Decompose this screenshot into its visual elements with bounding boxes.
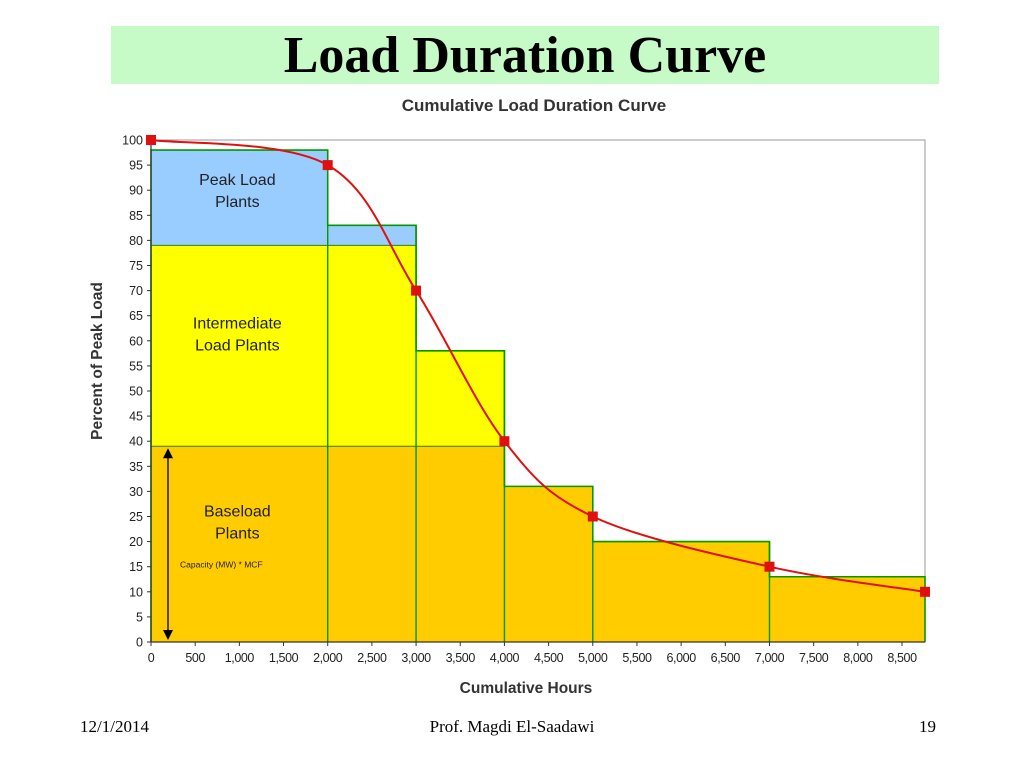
x-tick-label: 4,000 bbox=[490, 651, 520, 665]
footer-author: Prof. Magdi El-Saadawi bbox=[429, 717, 595, 736]
curve-point-3 bbox=[499, 436, 510, 447]
intermediate-load-label-line-0: Intermediate bbox=[193, 315, 282, 332]
peak-load-label-line-1: Plants bbox=[215, 194, 259, 211]
curve-point-6 bbox=[920, 586, 930, 597]
capacity-formula: Capacity (MW) * MCF bbox=[180, 560, 263, 570]
x-tick-label: 0 bbox=[148, 651, 155, 665]
y-tick-label: 40 bbox=[129, 435, 143, 449]
x-tick-label: 6,500 bbox=[711, 651, 741, 665]
y-tick-label: 0 bbox=[136, 636, 143, 650]
title-bar: Load Duration Curve bbox=[111, 26, 939, 84]
y-tick-label: 90 bbox=[129, 184, 143, 198]
curve-point-0 bbox=[146, 135, 156, 145]
x-tick-label: 1,000 bbox=[225, 651, 255, 665]
y-tick-label: 5 bbox=[136, 610, 143, 624]
y-tick-label: 80 bbox=[129, 234, 143, 248]
y-tick-label: 95 bbox=[129, 159, 143, 173]
x-tick-label: 3,500 bbox=[446, 651, 476, 665]
y-tick-label: 10 bbox=[129, 585, 143, 599]
band-baseload-3 bbox=[504, 486, 593, 642]
x-tick-label: 7,000 bbox=[755, 651, 785, 665]
peak-load-label-line-0: Peak Load bbox=[199, 172, 276, 189]
baseload-arrow-head-down bbox=[163, 630, 173, 640]
y-tick-label: 15 bbox=[129, 560, 143, 574]
y-axis-label: Percent of Peak Load bbox=[89, 282, 106, 440]
x-tick-label: 8,000 bbox=[843, 651, 873, 665]
x-axis-label: Cumulative Hours bbox=[460, 680, 593, 697]
band-intermediate-1 bbox=[327, 245, 417, 447]
y-tick-label: 55 bbox=[129, 359, 143, 373]
curve-point-4 bbox=[587, 511, 598, 522]
band-baseload-2 bbox=[416, 446, 505, 642]
band-baseload-1 bbox=[327, 446, 417, 642]
x-tick-label: 8,500 bbox=[887, 651, 917, 665]
band-peak-0 bbox=[151, 150, 328, 246]
y-tick-label: 25 bbox=[129, 510, 143, 524]
band-baseload-0 bbox=[151, 446, 328, 642]
curve-point-1 bbox=[322, 160, 333, 171]
baseload-label-line-0: Baseload bbox=[204, 504, 271, 521]
intermediate-load-label-line-1: Load Plants bbox=[195, 337, 280, 354]
x-tick-label: 500 bbox=[185, 651, 205, 665]
band-peak-1 bbox=[327, 225, 417, 246]
page-number: 19 bbox=[919, 717, 936, 736]
y-tick-label: 65 bbox=[129, 309, 143, 323]
x-tick-label: 5,000 bbox=[578, 651, 608, 665]
y-tick-label: 35 bbox=[129, 460, 143, 474]
baseload-arrow-head-up bbox=[163, 448, 173, 459]
y-tick-label: 20 bbox=[129, 535, 143, 549]
band-intermediate-2 bbox=[416, 350, 505, 447]
y-tick-label: 70 bbox=[129, 284, 143, 298]
baseload-label-line-1: Plants bbox=[215, 526, 259, 543]
x-tick-label: 3,000 bbox=[401, 651, 431, 665]
curve-point-2 bbox=[411, 285, 422, 296]
y-tick-label: 45 bbox=[129, 410, 143, 424]
y-tick-label: 75 bbox=[129, 259, 143, 273]
y-tick-label: 60 bbox=[129, 334, 143, 348]
curve-point-5 bbox=[764, 561, 775, 572]
y-tick-label: 30 bbox=[129, 485, 143, 499]
x-tick-label: 4,500 bbox=[534, 651, 564, 665]
x-tick-label: 7,500 bbox=[799, 651, 829, 665]
x-tick-label: 2,000 bbox=[313, 651, 343, 665]
x-tick-label: 6,000 bbox=[666, 651, 696, 665]
x-tick-label: 5,500 bbox=[622, 651, 652, 665]
y-tick-label: 85 bbox=[129, 209, 143, 223]
band-baseload-4 bbox=[592, 541, 770, 642]
y-tick-label: 100 bbox=[122, 134, 143, 148]
slide-title: Load Duration Curve bbox=[283, 27, 767, 84]
y-tick-label: 50 bbox=[129, 385, 143, 399]
chart-title: Cumulative Load Duration Curve bbox=[402, 96, 666, 115]
footer-date: 12/1/2014 bbox=[80, 717, 149, 736]
x-tick-label: 1,500 bbox=[269, 651, 299, 665]
band-intermediate-0 bbox=[151, 245, 328, 447]
band-baseload-5 bbox=[769, 576, 925, 642]
x-tick-label: 2,500 bbox=[357, 651, 387, 665]
